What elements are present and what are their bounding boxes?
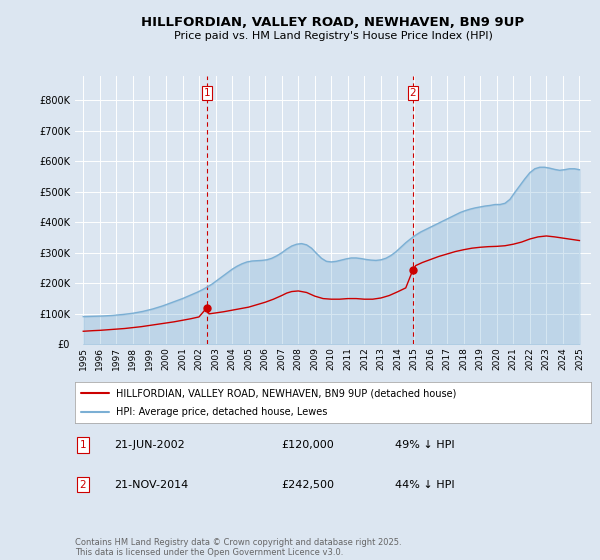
Text: Price paid vs. HM Land Registry's House Price Index (HPI): Price paid vs. HM Land Registry's House … — [173, 31, 493, 41]
Text: Contains HM Land Registry data © Crown copyright and database right 2025.
This d: Contains HM Land Registry data © Crown c… — [75, 538, 401, 557]
Text: 2: 2 — [79, 480, 86, 490]
Text: £242,500: £242,500 — [281, 480, 334, 490]
Text: 1: 1 — [79, 440, 86, 450]
Text: 2: 2 — [409, 88, 416, 97]
Text: 44% ↓ HPI: 44% ↓ HPI — [395, 480, 455, 490]
Text: £120,000: £120,000 — [281, 440, 334, 450]
Text: 21-JUN-2002: 21-JUN-2002 — [114, 440, 184, 450]
Text: 49% ↓ HPI: 49% ↓ HPI — [395, 440, 455, 450]
Text: HILLFORDIAN, VALLEY ROAD, NEWHAVEN, BN9 9UP (detached house): HILLFORDIAN, VALLEY ROAD, NEWHAVEN, BN9 … — [116, 389, 457, 398]
Text: 21-NOV-2014: 21-NOV-2014 — [114, 480, 188, 490]
Text: HPI: Average price, detached house, Lewes: HPI: Average price, detached house, Lewe… — [116, 407, 328, 417]
Text: HILLFORDIAN, VALLEY ROAD, NEWHAVEN, BN9 9UP: HILLFORDIAN, VALLEY ROAD, NEWHAVEN, BN9 … — [142, 16, 524, 29]
Text: 1: 1 — [203, 88, 210, 97]
